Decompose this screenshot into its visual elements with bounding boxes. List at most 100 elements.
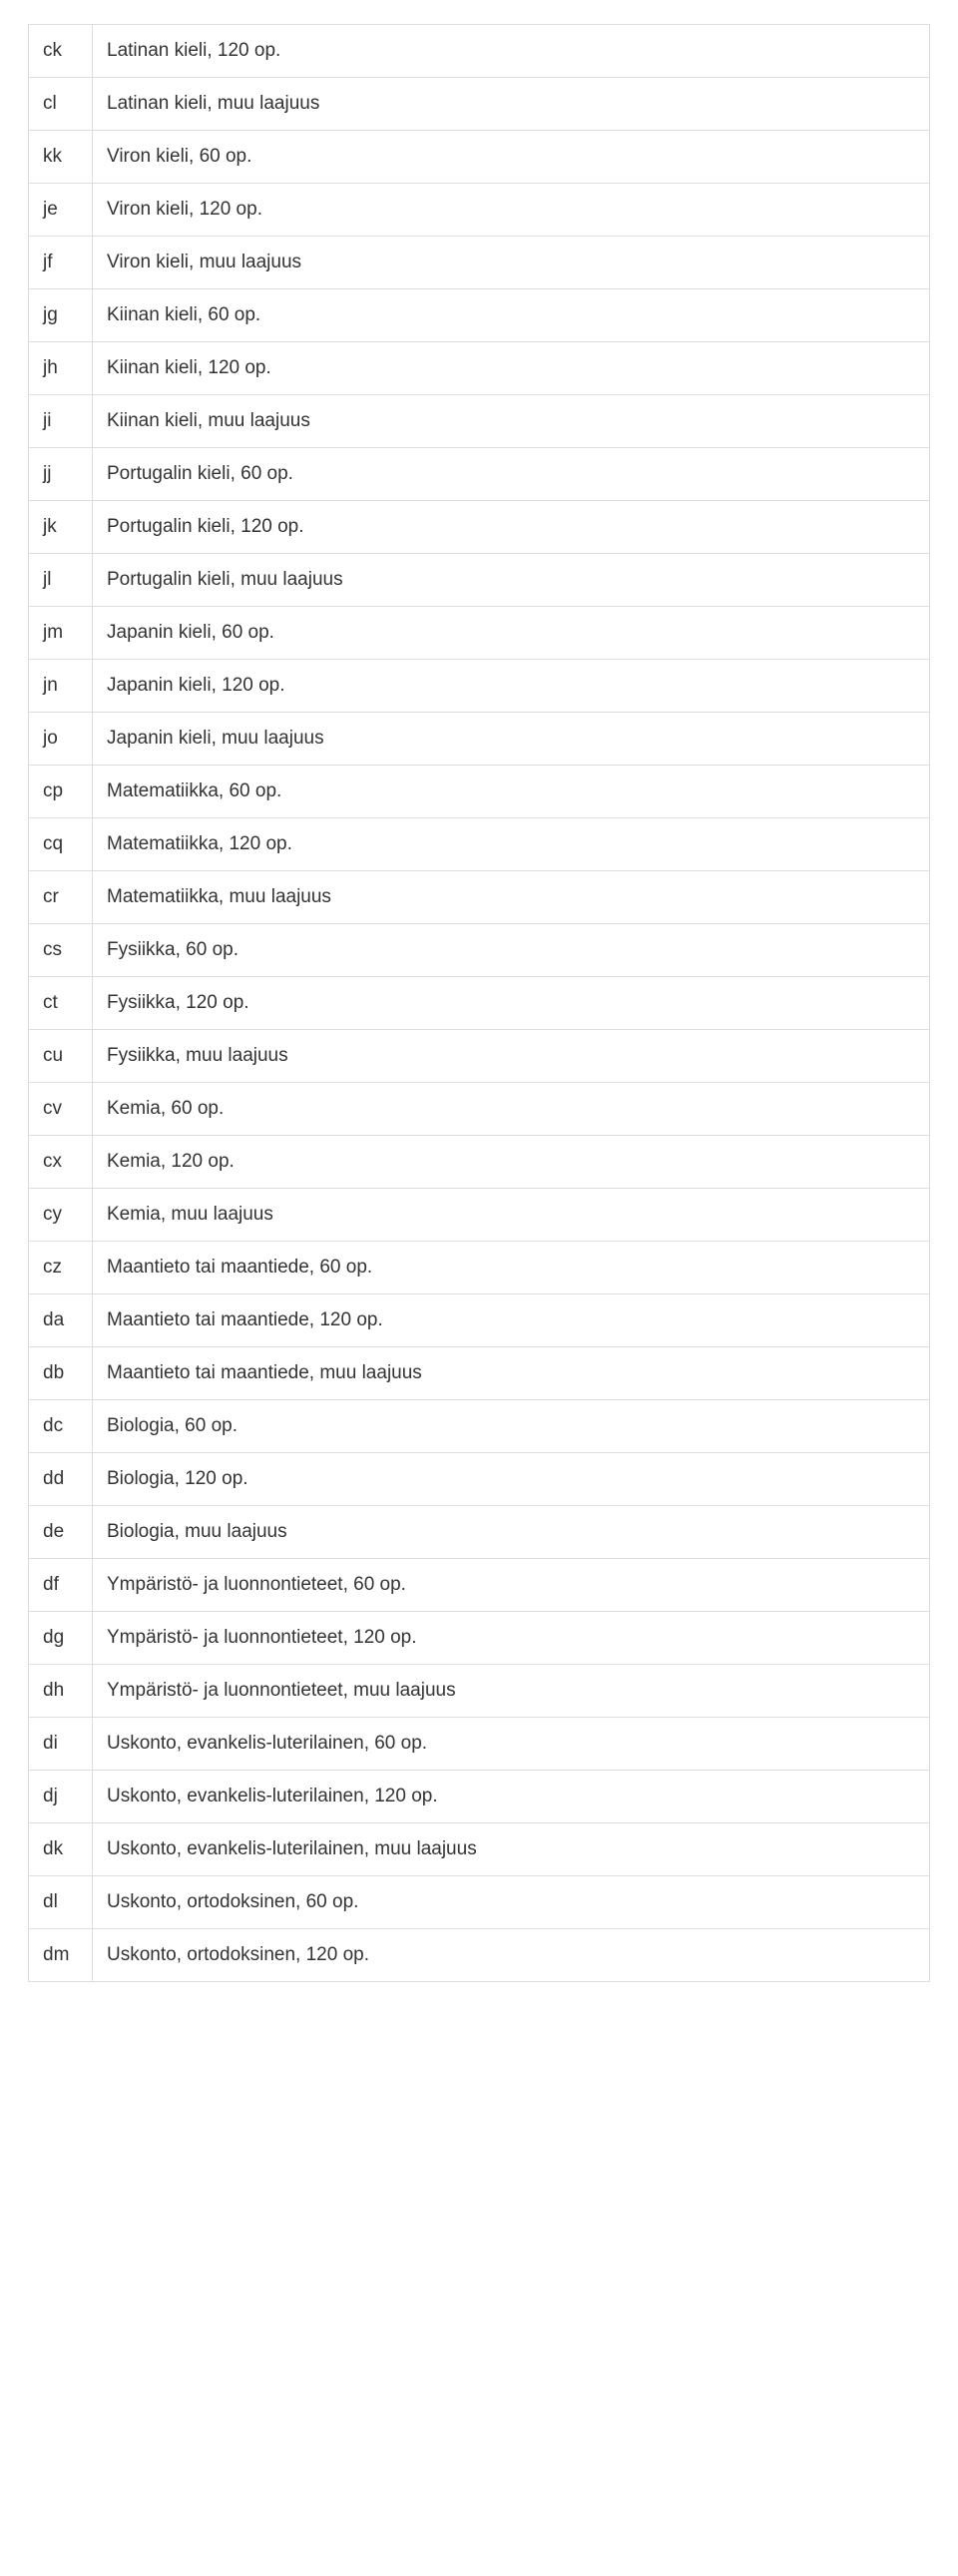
desc-cell: Biologia, 60 op.: [93, 1400, 930, 1453]
desc-cell: Portugalin kieli, muu laajuus: [93, 554, 930, 607]
code-cell: dj: [29, 1771, 93, 1823]
code-cell: cl: [29, 78, 93, 131]
table-row: cyKemia, muu laajuus: [29, 1189, 930, 1242]
code-cell: jk: [29, 501, 93, 554]
table-row: dcBiologia, 60 op.: [29, 1400, 930, 1453]
code-cell: jh: [29, 342, 93, 395]
table-row: jjPortugalin kieli, 60 op.: [29, 448, 930, 501]
desc-cell: Japanin kieli, 120 op.: [93, 660, 930, 713]
code-cell: dc: [29, 1400, 93, 1453]
desc-cell: Kemia, muu laajuus: [93, 1189, 930, 1242]
desc-cell: Maantieto tai maantiede, muu laajuus: [93, 1347, 930, 1400]
code-cell: jo: [29, 713, 93, 766]
codes-table-body: ckLatinan kieli, 120 op.clLatinan kieli,…: [29, 25, 930, 1982]
desc-cell: Matematiikka, muu laajuus: [93, 871, 930, 924]
code-cell: jj: [29, 448, 93, 501]
desc-cell: Maantieto tai maantiede, 120 op.: [93, 1294, 930, 1347]
desc-cell: Uskonto, ortodoksinen, 120 op.: [93, 1929, 930, 1982]
table-row: cvKemia, 60 op.: [29, 1083, 930, 1136]
desc-cell: Portugalin kieli, 120 op.: [93, 501, 930, 554]
code-cell: dl: [29, 1876, 93, 1929]
table-row: diUskonto, evankelis-luterilainen, 60 op…: [29, 1718, 930, 1771]
code-cell: cu: [29, 1030, 93, 1083]
table-row: daMaantieto tai maantiede, 120 op.: [29, 1294, 930, 1347]
table-row: ckLatinan kieli, 120 op.: [29, 25, 930, 78]
desc-cell: Biologia, muu laajuus: [93, 1506, 930, 1559]
desc-cell: Latinan kieli, muu laajuus: [93, 78, 930, 131]
table-row: dfYmpäristö- ja luonnontieteet, 60 op.: [29, 1559, 930, 1612]
table-row: dkUskonto, evankelis-luterilainen, muu l…: [29, 1823, 930, 1876]
table-row: ddBiologia, 120 op.: [29, 1453, 930, 1506]
desc-cell: Uskonto, evankelis-luterilainen, muu laa…: [93, 1823, 930, 1876]
code-cell: cp: [29, 766, 93, 818]
desc-cell: Japanin kieli, 60 op.: [93, 607, 930, 660]
table-row: jlPortugalin kieli, muu laajuus: [29, 554, 930, 607]
desc-cell: Maantieto tai maantiede, 60 op.: [93, 1242, 930, 1294]
table-row: dmUskonto, ortodoksinen, 120 op.: [29, 1929, 930, 1982]
desc-cell: Biologia, 120 op.: [93, 1453, 930, 1506]
code-cell: cq: [29, 818, 93, 871]
table-row: cxKemia, 120 op.: [29, 1136, 930, 1189]
desc-cell: Uskonto, ortodoksinen, 60 op.: [93, 1876, 930, 1929]
desc-cell: Kiinan kieli, 60 op.: [93, 289, 930, 342]
desc-cell: Fysiikka, 60 op.: [93, 924, 930, 977]
table-row: czMaantieto tai maantiede, 60 op.: [29, 1242, 930, 1294]
desc-cell: Japanin kieli, muu laajuus: [93, 713, 930, 766]
code-cell: je: [29, 184, 93, 237]
code-cell: jg: [29, 289, 93, 342]
code-cell: cy: [29, 1189, 93, 1242]
desc-cell: Ympäristö- ja luonnontieteet, 120 op.: [93, 1612, 930, 1665]
table-row: jkPortugalin kieli, 120 op.: [29, 501, 930, 554]
table-row: dlUskonto, ortodoksinen, 60 op.: [29, 1876, 930, 1929]
code-cell: da: [29, 1294, 93, 1347]
code-cell: dm: [29, 1929, 93, 1982]
code-cell: jm: [29, 607, 93, 660]
code-cell: jf: [29, 237, 93, 289]
code-cell: cz: [29, 1242, 93, 1294]
desc-cell: Viron kieli, 120 op.: [93, 184, 930, 237]
table-row: dbMaantieto tai maantiede, muu laajuus: [29, 1347, 930, 1400]
table-row: clLatinan kieli, muu laajuus: [29, 78, 930, 131]
code-cell: dg: [29, 1612, 93, 1665]
table-row: jnJapanin kieli, 120 op.: [29, 660, 930, 713]
desc-cell: Kiinan kieli, muu laajuus: [93, 395, 930, 448]
code-cell: cs: [29, 924, 93, 977]
table-row: jeViron kieli, 120 op.: [29, 184, 930, 237]
desc-cell: Kemia, 60 op.: [93, 1083, 930, 1136]
desc-cell: Ympäristö- ja luonnontieteet, muu laajuu…: [93, 1665, 930, 1718]
code-cell: jl: [29, 554, 93, 607]
table-row: joJapanin kieli, muu laajuus: [29, 713, 930, 766]
table-row: jmJapanin kieli, 60 op.: [29, 607, 930, 660]
table-row: crMatematiikka, muu laajuus: [29, 871, 930, 924]
code-cell: kk: [29, 131, 93, 184]
code-cell: dd: [29, 1453, 93, 1506]
table-row: csFysiikka, 60 op.: [29, 924, 930, 977]
table-row: dhYmpäristö- ja luonnontieteet, muu laaj…: [29, 1665, 930, 1718]
code-cell: df: [29, 1559, 93, 1612]
desc-cell: Matematiikka, 120 op.: [93, 818, 930, 871]
code-cell: cr: [29, 871, 93, 924]
table-row: jgKiinan kieli, 60 op.: [29, 289, 930, 342]
code-cell: ct: [29, 977, 93, 1030]
code-cell: db: [29, 1347, 93, 1400]
table-row: jfViron kieli, muu laajuus: [29, 237, 930, 289]
desc-cell: Fysiikka, 120 op.: [93, 977, 930, 1030]
desc-cell: Portugalin kieli, 60 op.: [93, 448, 930, 501]
table-row: cuFysiikka, muu laajuus: [29, 1030, 930, 1083]
table-row: cqMatematiikka, 120 op.: [29, 818, 930, 871]
code-cell: ji: [29, 395, 93, 448]
code-cell: di: [29, 1718, 93, 1771]
table-row: kkViron kieli, 60 op.: [29, 131, 930, 184]
desc-cell: Latinan kieli, 120 op.: [93, 25, 930, 78]
code-cell: dh: [29, 1665, 93, 1718]
desc-cell: Ympäristö- ja luonnontieteet, 60 op.: [93, 1559, 930, 1612]
code-cell: dk: [29, 1823, 93, 1876]
code-cell: de: [29, 1506, 93, 1559]
desc-cell: Uskonto, evankelis-luterilainen, 60 op.: [93, 1718, 930, 1771]
table-row: ctFysiikka, 120 op.: [29, 977, 930, 1030]
desc-cell: Fysiikka, muu laajuus: [93, 1030, 930, 1083]
desc-cell: Viron kieli, muu laajuus: [93, 237, 930, 289]
table-row: cpMatematiikka, 60 op.: [29, 766, 930, 818]
table-row: deBiologia, muu laajuus: [29, 1506, 930, 1559]
table-row: jhKiinan kieli, 120 op.: [29, 342, 930, 395]
